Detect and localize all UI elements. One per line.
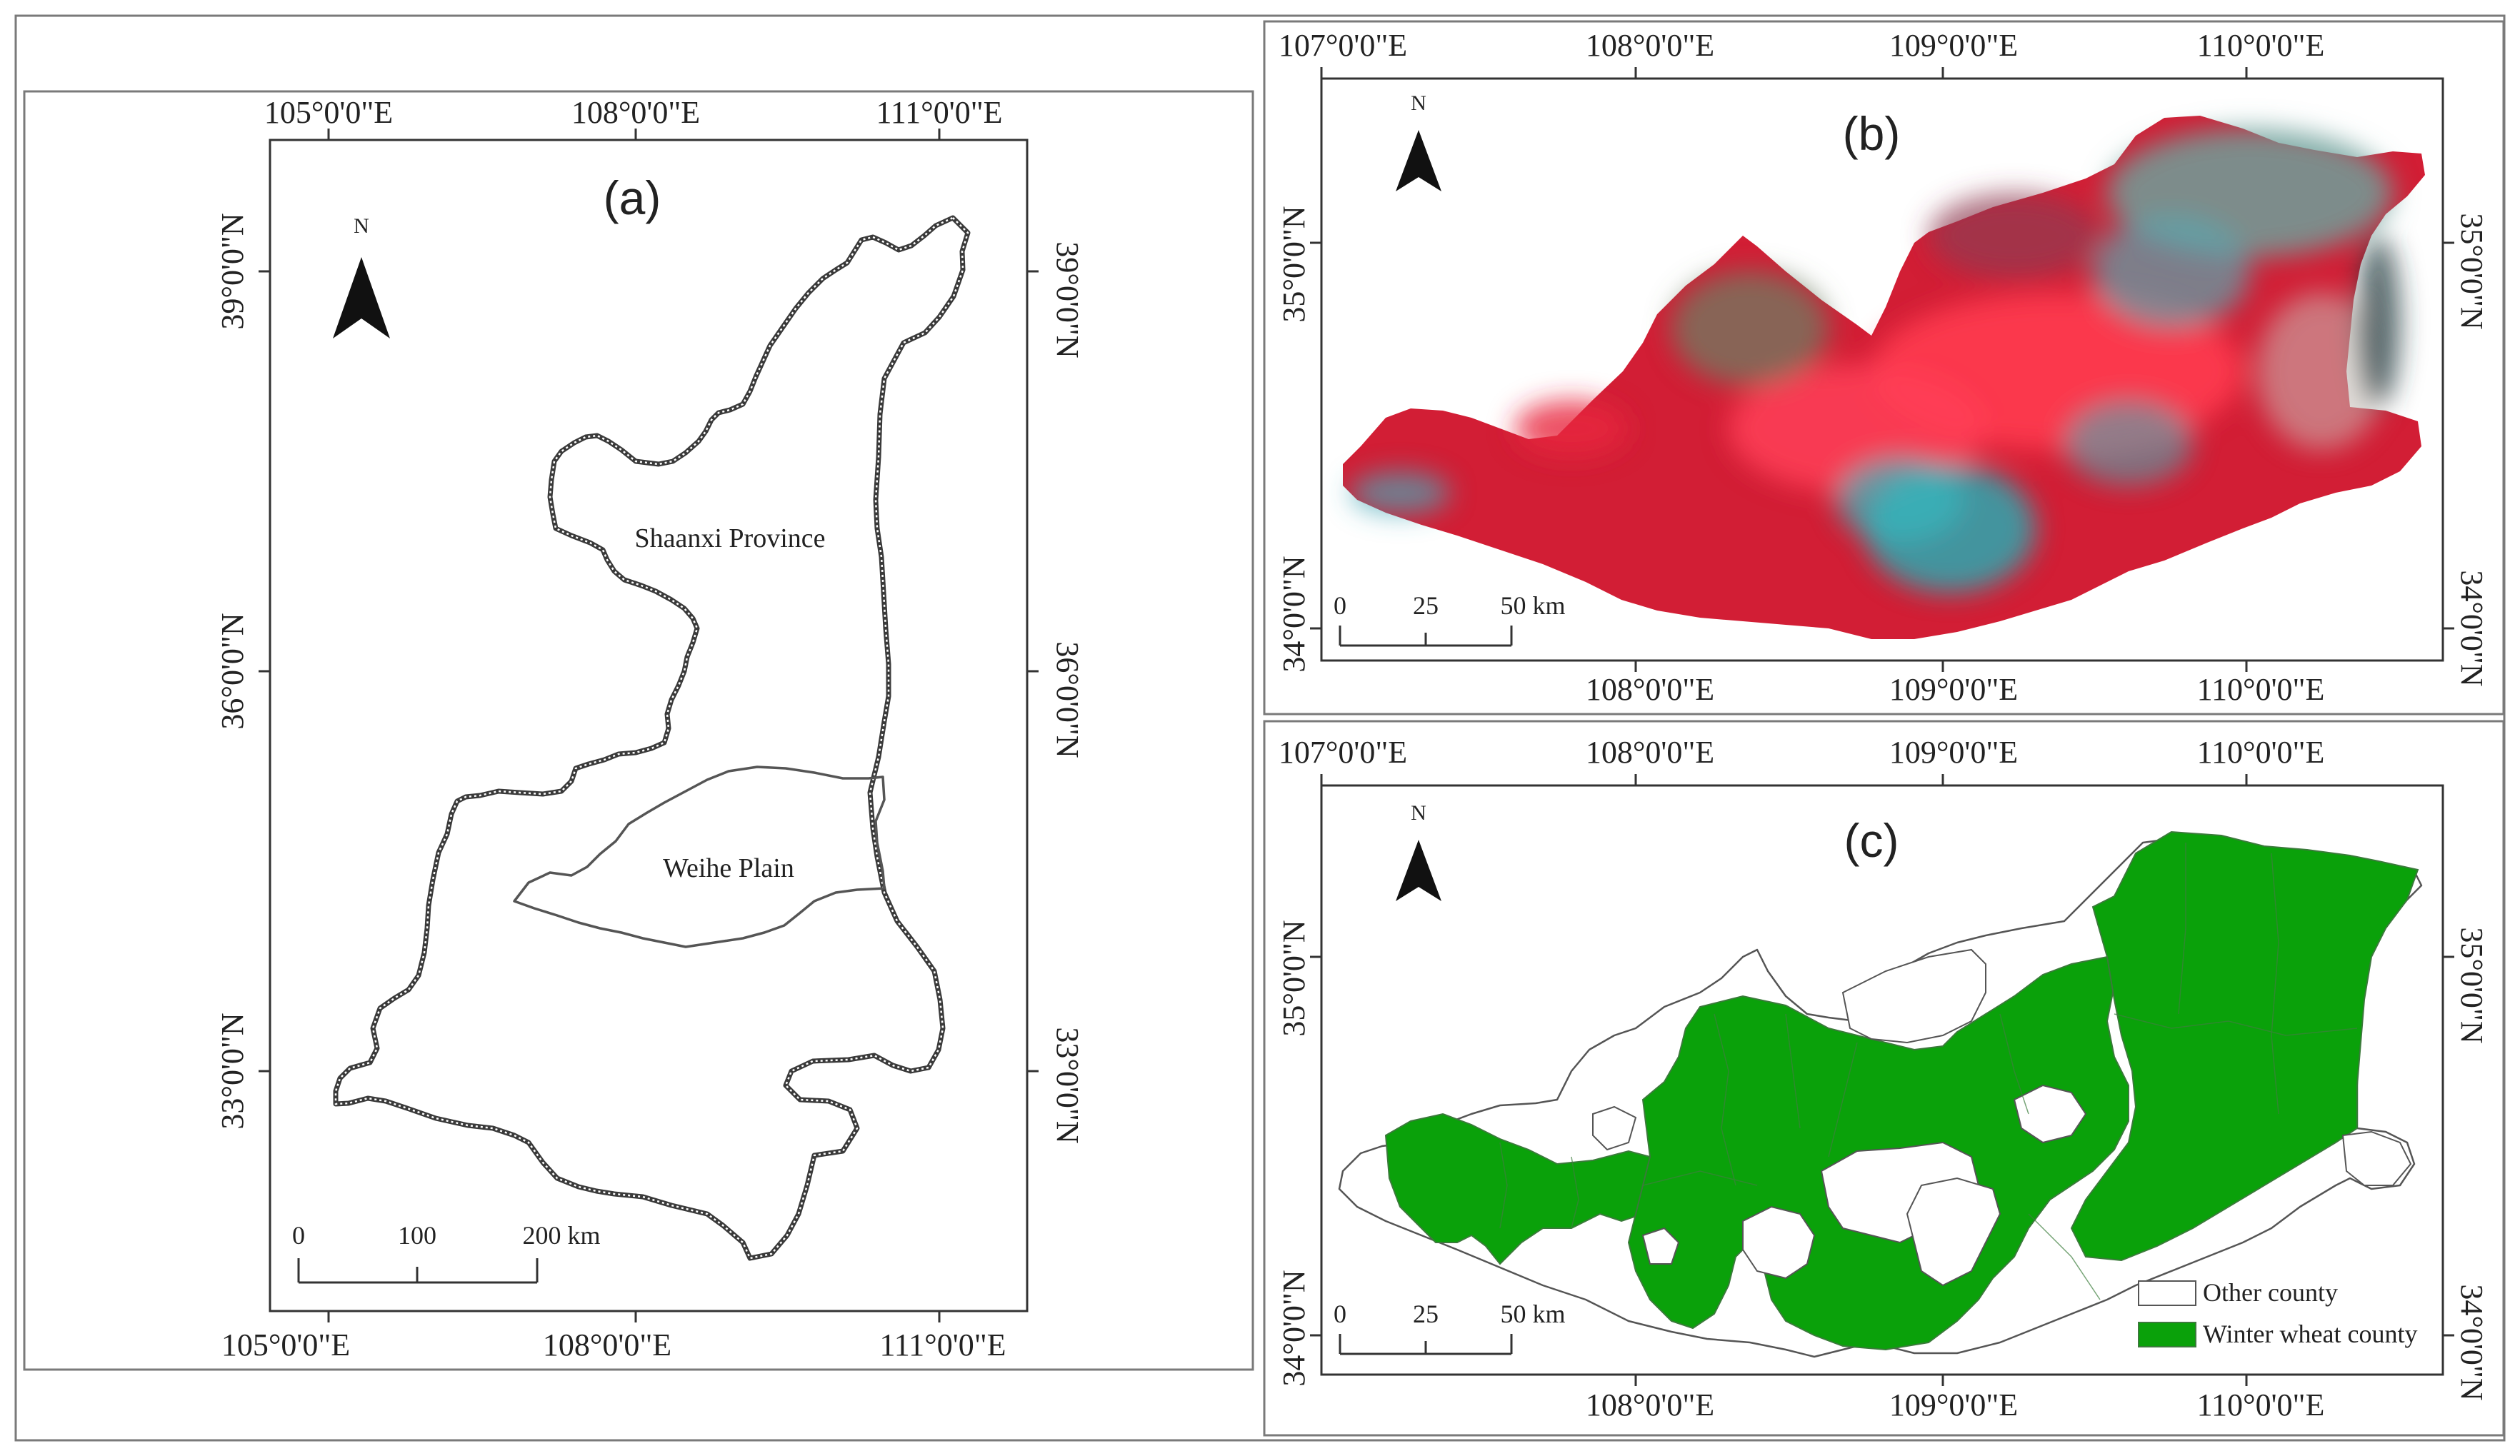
scale-tick-label: 0 [292, 1221, 305, 1250]
scale-tick-label: 0 [1334, 1300, 1346, 1328]
panel-c-xtick-bottom: 109°0'0"E [1889, 1387, 2018, 1422]
wheat-county-west [1384, 1113, 1659, 1265]
scale-tick-label: 0 [1334, 591, 1346, 620]
panel-b-ytick-left: 34°0'0"N [1276, 556, 1311, 672]
panel-c-border-ticks [1310, 774, 2454, 1386]
panel-a-xtick-top: 108°0'0"E [571, 95, 700, 130]
panel-c-xtick-bottom: 108°0'0"E [1586, 1387, 1714, 1422]
panel-a-ytick-right: 36°0'0"N [1050, 641, 1085, 758]
county-boundaries [1499, 843, 2358, 1300]
panel-c-xtick-top: 110°0'0"E [2197, 735, 2325, 770]
panel-b-xtick-bottom: 108°0'0"E [1586, 672, 1714, 707]
panel-a: 105°0'0"E 108°0'0"E 111°0'0"E 105°0'0"E … [23, 90, 1254, 1371]
panel-b-scale-bar: 0 25 50 km [1334, 591, 1566, 647]
north-label: N [1411, 91, 1426, 115]
scale-tick-label: 50 km [1500, 591, 1565, 620]
panel-c-xtick-bottom: 110°0'0"E [2197, 1387, 2325, 1422]
legend-label-wheat: Winter wheat county [2203, 1320, 2417, 1348]
panel-a-border-ticks [259, 129, 1039, 1322]
panel-a-ytick-left: 36°0'0"N [215, 613, 250, 729]
panel-c-scale-bar: 0 25 50 km [1334, 1300, 1566, 1355]
scale-tick-label: 200 km [522, 1221, 600, 1250]
panel-c-ytick-right: 35°0'0"N [2454, 927, 2489, 1043]
north-arrow-icon [1396, 840, 1441, 901]
panel-b-xtick-top: 108°0'0"E [1586, 28, 1714, 63]
panel-c-ytick-left: 35°0'0"N [1276, 920, 1311, 1036]
panel-b-xtick-bottom: 109°0'0"E [1889, 672, 2018, 707]
north-label: N [354, 214, 369, 238]
panel-b-title: (b) [1843, 107, 1901, 160]
panel-b-xtick-top: 110°0'0"E [2197, 28, 2325, 63]
scale-tick-label: 50 km [1500, 1300, 1565, 1328]
panel-b-border-ticks [1310, 67, 2454, 672]
panel-c-legend: Other county Winter wheat county [2138, 1278, 2417, 1348]
panel-a-scale-bar: 0 100 200 km [292, 1221, 601, 1284]
panel-a-north-arrow: N [333, 214, 390, 338]
false-color-image [1343, 116, 2425, 639]
legend-swatch-wheat [2138, 1322, 2196, 1347]
panel-a-ytick-left: 33°0'0"N [215, 1013, 250, 1129]
panel-a-ytick-right: 39°0'0"N [1050, 241, 1085, 358]
panel-c-ytick-right: 34°0'0"N [2454, 1284, 2489, 1400]
panel-a-xtick-bottom: 105°0'0"E [221, 1327, 350, 1362]
panel-b-ytick-right: 35°0'0"N [2454, 213, 2489, 329]
panel-b-ytick-right: 34°0'0"N [2454, 570, 2489, 686]
panel-c-ytick-left: 34°0'0"N [1276, 1270, 1311, 1386]
plain-label: Weihe Plain [663, 853, 794, 883]
north-label: N [1411, 801, 1426, 825]
panel-a-xtick-top: 111°0'0"E [876, 95, 1002, 130]
panel-a-ytick-right: 33°0'0"N [1050, 1027, 1085, 1143]
panel-a-ytick-left: 39°0'0"N [215, 213, 250, 329]
panel-c-xtick-top: 109°0'0"E [1889, 735, 2018, 770]
province-label: Shaanxi Province [634, 523, 825, 553]
panel-b-xtick-top: 107°0'0"E [1279, 28, 1407, 63]
legend-label-other: Other county [2203, 1278, 2338, 1307]
panel-a-xtick-top: 105°0'0"E [264, 95, 393, 130]
wheat-county-east [2070, 830, 2419, 1262]
panel-b: 107°0'0"E 108°0'0"E 109°0'0"E 110°0'0"E … [1263, 20, 2505, 716]
panel-a-xtick-bottom: 111°0'0"E [879, 1327, 1006, 1362]
north-arrow-icon [333, 257, 390, 338]
panel-c-xtick-top: 107°0'0"E [1279, 735, 1407, 770]
panel-c-xtick-top: 108°0'0"E [1586, 735, 1714, 770]
scale-tick-label: 25 [1413, 591, 1439, 620]
north-arrow-icon [1396, 130, 1441, 191]
panel-b-north-arrow: N [1396, 91, 1441, 191]
panel-c: 107°0'0"E 108°0'0"E 109°0'0"E 110°0'0"E … [1263, 720, 2505, 1437]
legend-swatch-other [2138, 1280, 2196, 1306]
other-counties [1592, 948, 2412, 1287]
panel-c-north-arrow: N [1396, 801, 1441, 901]
scale-tick-label: 25 [1413, 1300, 1439, 1328]
panel-b-xtick-top: 109°0'0"E [1889, 28, 2018, 63]
panel-b-ytick-left: 35°0'0"N [1276, 206, 1311, 322]
panel-a-title: (a) [604, 171, 661, 224]
panel-a-xtick-bottom: 108°0'0"E [543, 1327, 671, 1362]
scale-tick-label: 100 [398, 1221, 436, 1250]
weihe-plain-outline [513, 765, 886, 948]
panel-b-xtick-bottom: 110°0'0"E [2197, 672, 2325, 707]
panel-c-title: (c) [1844, 814, 1899, 867]
